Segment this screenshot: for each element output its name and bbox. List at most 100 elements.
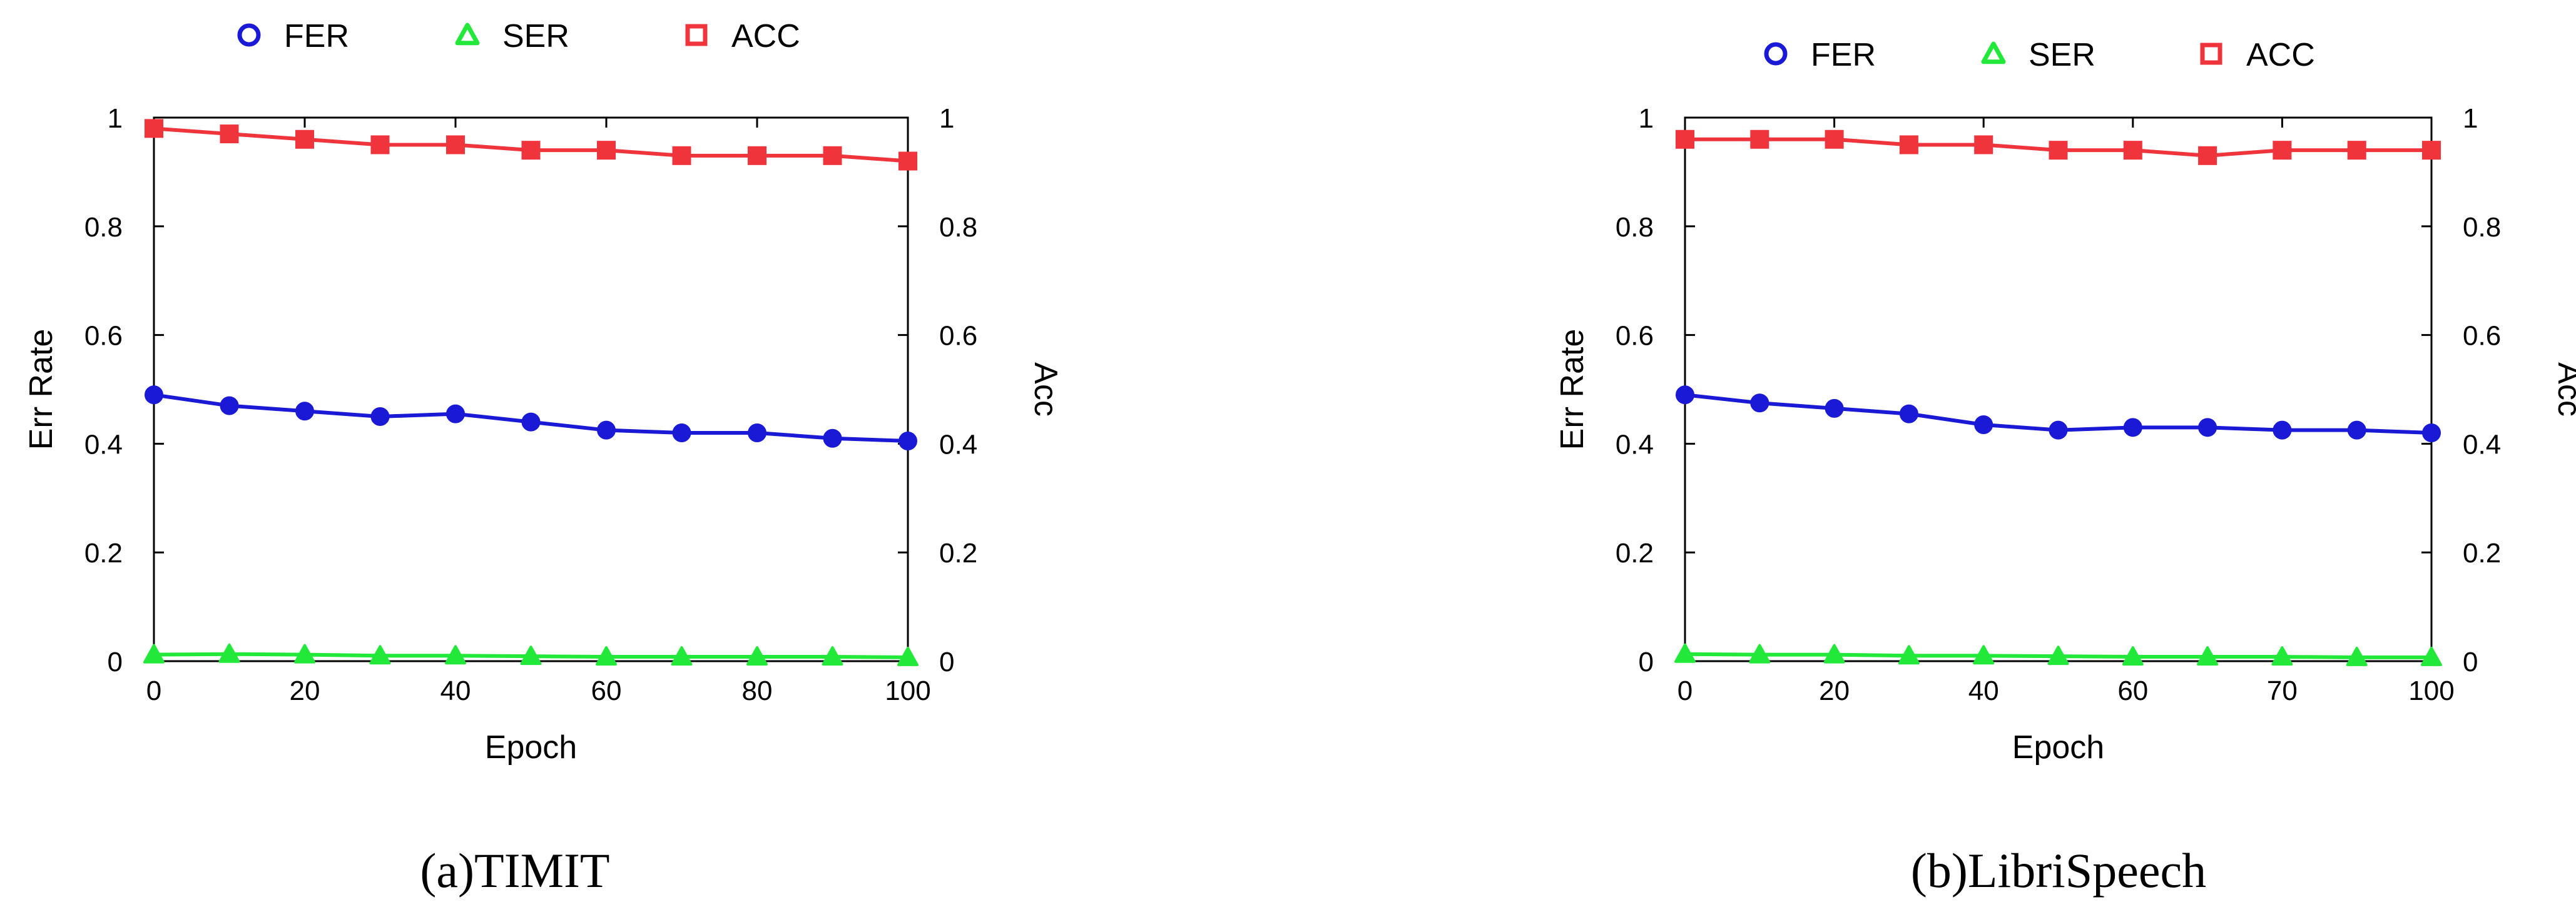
y-tick-label-right: 0.4 [939,429,977,460]
data-point-acc [1974,135,1993,155]
data-point-fer [748,423,766,443]
legend-marker-fer [237,23,261,47]
legend-marker-fer [1764,42,1788,66]
y-tick-label-left: 0 [108,647,123,677]
data-point-fer [2049,420,2068,440]
legend-label: FER [1811,37,1876,73]
data-point-ser [218,643,240,663]
data-point-ser [445,645,466,665]
data-point-acc [672,146,691,165]
data-point-ser [822,646,843,666]
x-tick-label: 20 [290,676,320,706]
data-point-acc [220,124,239,144]
data-point-acc [1825,129,1844,149]
plot-frame [153,116,909,662]
data-point-ser [2122,646,2144,666]
data-point-ser [671,646,693,666]
data-point-ser [2197,646,2219,666]
data-point-fer [370,407,390,426]
y-tick-label-left: 0.4 [84,429,123,460]
data-point-ser [1898,645,1920,665]
data-point-acc [2049,141,2068,160]
data-point-fer [1825,398,1844,418]
data-point-acc [295,129,314,149]
data-point-ser [897,646,919,666]
data-point-ser [1749,644,1771,664]
x-tick-label: 100 [885,676,930,706]
data-point-acc [521,141,541,160]
data-point-ser [596,646,617,666]
y-tick-label-left: 0.8 [84,212,123,243]
panel-librispeech: (b)LibriSpeech 0 00.2 0.20.4 0.40.6 0.60.8 0.… [1554,37,2576,898]
data-point-acc [748,146,766,165]
panel-caption: (b)LibriSpeech [1911,843,2206,898]
data-point-ser [2271,646,2293,666]
data-point-ser [143,644,165,664]
y-tick-label-left: 0.2 [84,538,123,569]
data-point-acc [1750,129,1769,149]
legend-marker-ser [455,23,480,46]
data-point-ser [1674,643,1696,663]
legend-label: SER [502,18,569,54]
data-point-acc [2198,146,2217,165]
data-point-fer [1676,385,1694,405]
y-tick-label-left: 0.4 [1616,429,1654,460]
legend-label: SER [2029,37,2095,73]
data-point-fer [823,428,842,448]
y-tick-label-right: 0.4 [2463,429,2501,460]
data-point-acc [2422,141,2441,160]
data-point-acc [899,151,917,171]
data-point-acc [1899,135,1918,155]
legend-marker-acc [685,24,708,46]
data-point-fer [2198,418,2217,437]
data-point-acc [597,141,616,160]
y-tick-label-left: 0.6 [84,321,123,352]
panel-caption: (a)TIMIT [420,843,609,898]
y-tick-label-right: 0 [2463,647,2478,677]
data-point-fer [295,402,314,421]
data-point-acc [823,146,842,165]
data-point-fer [220,396,239,415]
y-axis-title-right: Acc [2551,362,2576,417]
data-point-acc [2347,141,2366,160]
legend-marker-ser [1981,41,2006,64]
y-tick-label-left: 0.8 [1616,212,1654,243]
y-tick-label-right: 0 [939,647,954,677]
data-point-ser [1823,644,1845,664]
legend-marker-acc [2200,43,2222,65]
y-tick-label-right: 0.6 [939,321,977,352]
data-point-acc [370,135,390,155]
x-tick-label: 0 [146,676,161,706]
data-point-ser [294,644,315,664]
data-point-fer [672,423,691,443]
data-point-acc [2273,141,2292,160]
x-tick-label: 40 [1968,676,1999,706]
y-tick-label-right: 0.6 [2463,321,2501,352]
data-point-ser [746,646,768,666]
y-tick-label-right: 0.2 [939,538,977,569]
x-tick-label: 60 [2117,676,2148,706]
data-point-fer [2347,420,2366,440]
panel-timit: (a)TIMIT 0 00.2 0.20.4 0.40.6 0.60.8 0.81 10 20… [23,18,1064,898]
y-tick-label-right: 1 [939,103,954,134]
data-point-fer [1974,415,1993,434]
y-tick-label-left: 1 [1639,103,1654,134]
x-axis-title: Epoch [2012,729,2104,766]
data-point-fer [597,420,616,440]
data-point-acc [145,119,163,138]
data-point-fer [2273,420,2292,440]
y-tick-label-right: 0.8 [2463,212,2501,243]
x-tick-label: 60 [591,676,622,706]
data-point-fer [446,404,465,423]
data-point-ser [520,646,542,666]
data-point-ser [2421,646,2442,666]
data-point-acc [1676,129,1694,149]
y-tick-label-left: 0 [1639,647,1654,677]
data-point-fer [2123,418,2142,437]
data-point-fer [145,385,163,405]
x-tick-label: 40 [440,676,471,706]
data-point-fer [2422,423,2441,443]
data-point-fer [1899,404,1918,423]
x-axis-title: Epoch [485,729,577,766]
